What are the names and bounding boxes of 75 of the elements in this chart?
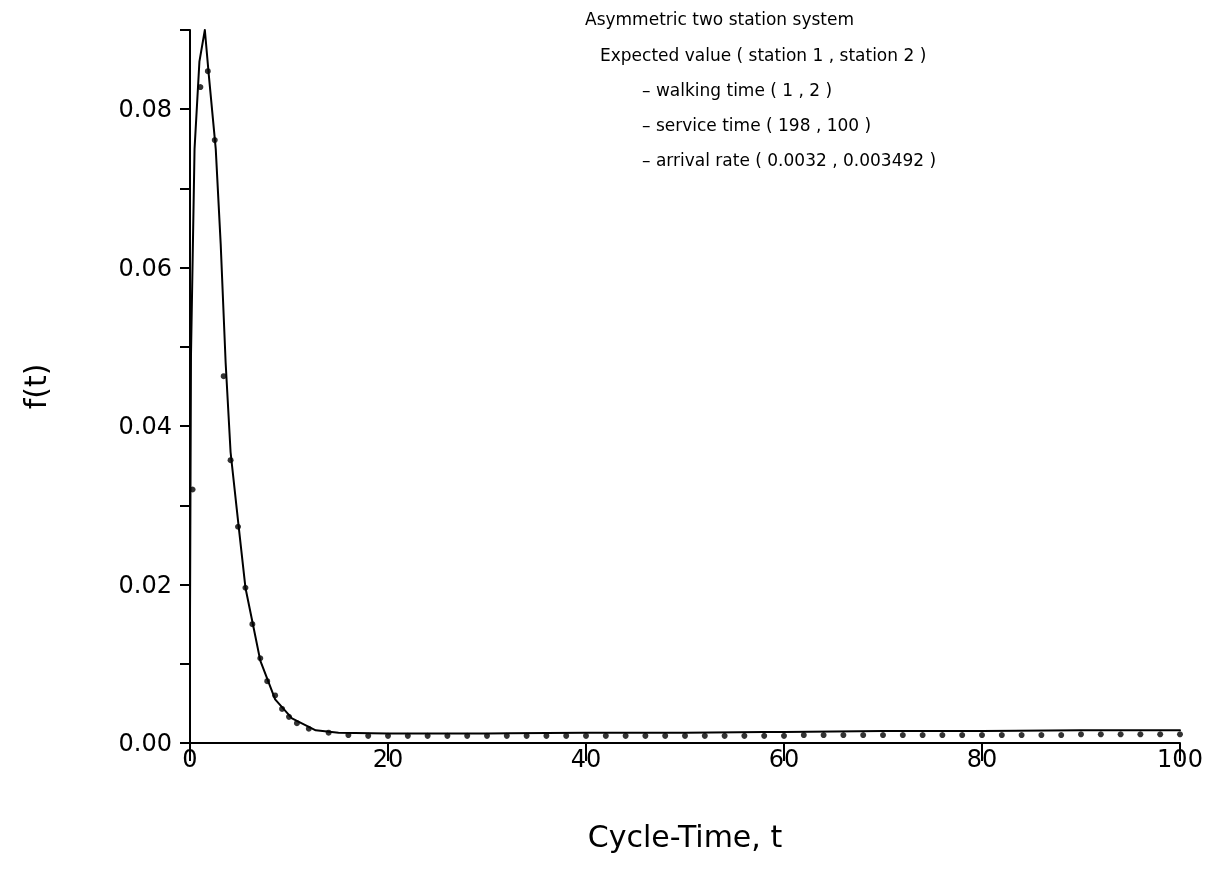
point	[642, 732, 649, 739]
point	[1018, 732, 1025, 739]
point	[249, 621, 256, 628]
point	[1117, 731, 1124, 738]
point	[227, 457, 234, 464]
x-axis-title: Cycle-Time, t	[587, 818, 783, 854]
point	[1058, 732, 1065, 739]
point	[257, 655, 264, 662]
x-tick-label: 0	[182, 745, 198, 773]
point	[197, 84, 204, 91]
point	[305, 725, 312, 732]
y-tick-label: 0.08	[118, 95, 172, 124]
point	[404, 732, 411, 739]
annotation: – walking time ( 1 , 2 )	[642, 79, 833, 100]
point	[220, 373, 227, 380]
point	[325, 729, 332, 736]
point	[272, 692, 279, 699]
point	[1038, 732, 1045, 739]
point	[563, 732, 570, 739]
point	[998, 732, 1005, 739]
point	[800, 732, 807, 739]
point	[959, 732, 966, 739]
point	[781, 732, 787, 739]
point	[1078, 731, 1084, 738]
point	[1177, 731, 1183, 738]
point	[204, 68, 211, 75]
point	[1157, 731, 1164, 738]
annotation: Expected value ( station 1 , station 2 )	[600, 44, 927, 65]
annotation: – arrival rate ( 0.0032 , 0.003492 )	[642, 149, 937, 170]
point	[939, 732, 946, 739]
point	[1097, 731, 1104, 738]
point	[424, 732, 431, 739]
point	[264, 678, 271, 685]
x-tick-label: 40	[570, 745, 602, 773]
point	[583, 732, 589, 739]
point	[682, 732, 688, 739]
point	[880, 732, 886, 739]
point	[860, 732, 867, 739]
point	[242, 584, 249, 591]
point	[721, 732, 728, 739]
point	[464, 732, 471, 739]
point	[701, 732, 708, 739]
point	[444, 732, 451, 739]
point	[484, 732, 490, 739]
y-axis-title: f(t)	[17, 363, 53, 410]
chart-title: Asymmetric two station system	[585, 8, 854, 29]
y-tick-label: 0.06	[118, 253, 172, 282]
point	[1137, 731, 1144, 738]
point	[899, 732, 906, 739]
point	[662, 732, 669, 739]
point	[622, 732, 629, 739]
x-tick-label: 20	[372, 745, 404, 773]
point	[235, 523, 242, 530]
point	[345, 732, 352, 739]
point	[820, 732, 827, 739]
x-tick-label: 60	[768, 745, 800, 773]
point	[919, 732, 926, 739]
x-tick-label: 100	[1157, 745, 1203, 773]
y-tick-label: 0.02	[118, 570, 172, 599]
point	[365, 732, 372, 739]
point	[761, 732, 768, 739]
point	[602, 732, 609, 739]
point	[741, 732, 748, 739]
y-tick-label: 0.04	[118, 412, 172, 441]
annotation: – service time ( 198 , 100 )	[642, 114, 872, 135]
point	[503, 732, 510, 739]
point	[979, 732, 985, 739]
point	[293, 720, 300, 727]
point	[279, 705, 286, 712]
point	[286, 713, 292, 720]
point	[840, 732, 847, 739]
x-tick-label: 80	[966, 745, 998, 773]
point	[385, 732, 391, 739]
point	[211, 137, 218, 144]
y-tick-label: 0.00	[118, 729, 172, 757]
